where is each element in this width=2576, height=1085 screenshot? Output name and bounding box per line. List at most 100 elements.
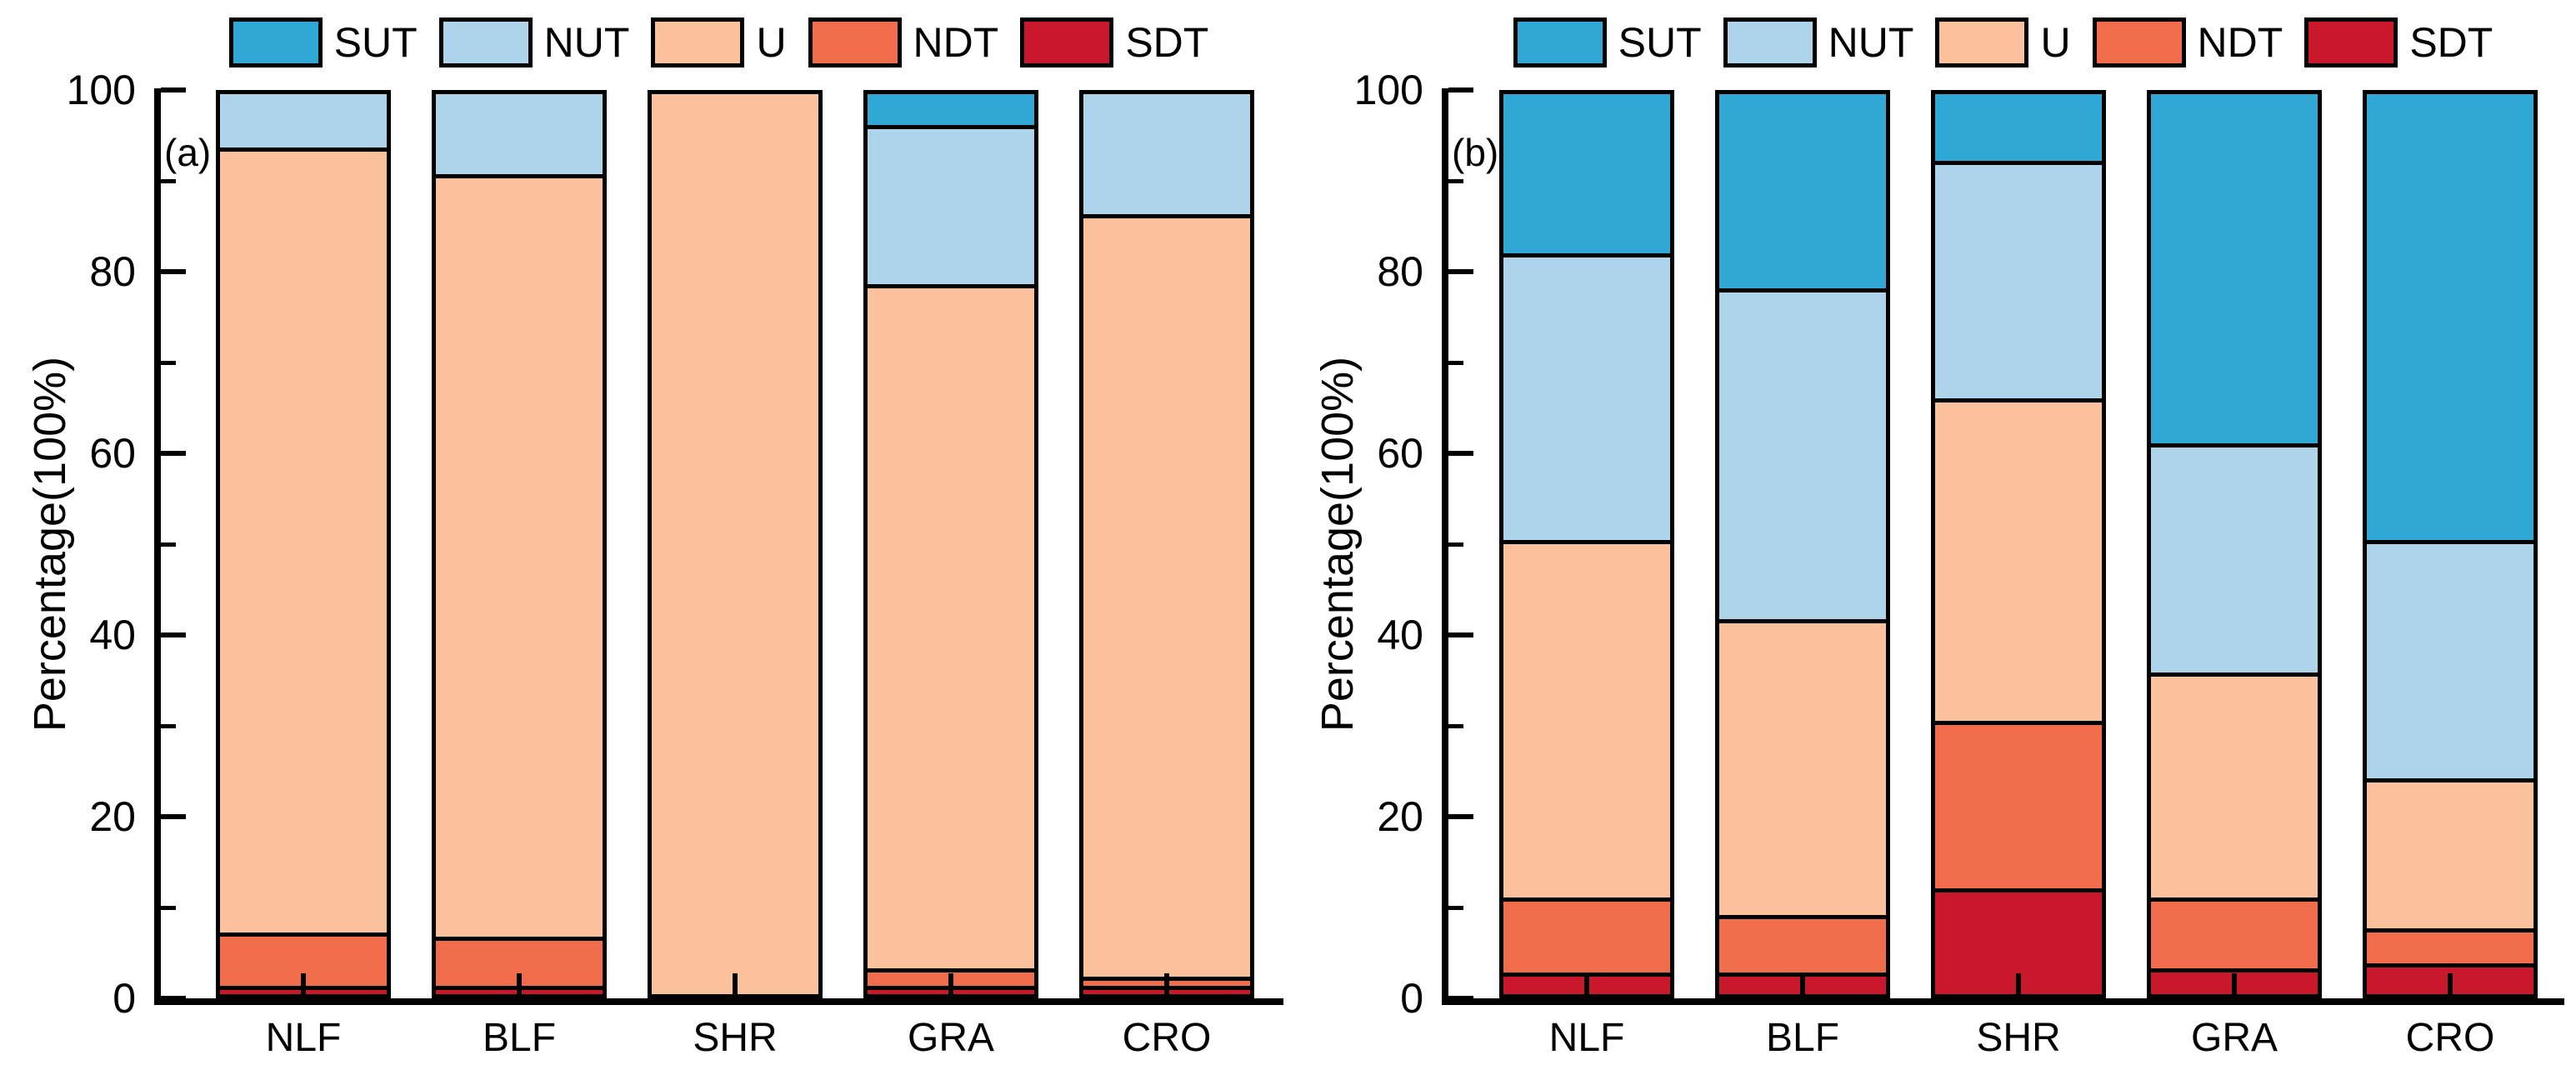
segment-nut: [1719, 288, 1886, 620]
segment-u: [1719, 619, 1886, 916]
y-major-tick: [1448, 269, 1473, 274]
y-tick-label: 20: [89, 793, 136, 840]
panel-label: (b): [1452, 131, 1499, 174]
y-tick-label: 40: [1377, 612, 1423, 658]
legend-swatch-sdt: [1020, 18, 1114, 68]
segment-sut: [1935, 94, 2102, 161]
x-tick: [2448, 973, 2453, 998]
legend-swatch-sdt: [2304, 18, 2398, 68]
legend-label-ndt: NDT: [913, 19, 999, 66]
legend-swatch-u: [1935, 18, 2029, 68]
y-minor-tick: [161, 723, 176, 728]
y-tick-label: 80: [1377, 248, 1423, 295]
legend-label-u: U: [756, 19, 787, 66]
legend-label-ndt: NDT: [2197, 19, 2283, 66]
category-label-shr: SHR: [693, 1016, 778, 1060]
y-tick-label: 100: [1353, 67, 1423, 113]
x-tick: [948, 973, 953, 998]
legend-swatch-nut: [438, 18, 533, 68]
legend-swatch-nut: [1723, 18, 1817, 68]
y-tick-label: 80: [89, 248, 136, 295]
y-tick-label: 60: [89, 430, 136, 477]
category-label-nlf: NLF: [1548, 1016, 1625, 1060]
y-minor-tick: [161, 178, 176, 183]
segment-sut: [2151, 94, 2318, 443]
x-tick: [2232, 973, 2237, 998]
x-axis-line: [154, 998, 1283, 1005]
stacked-bar-nlf: [1499, 90, 1674, 998]
legend: SUT NUT U NDT SDT: [1442, 13, 2564, 72]
x-tick: [1800, 973, 1805, 998]
stacked-bar-cro: [1079, 90, 1254, 998]
y-major-tick: [1448, 88, 1473, 92]
segment-u: [2151, 672, 2318, 898]
x-tick: [1164, 973, 1169, 998]
legend-item-u: U: [1935, 18, 2071, 68]
y-minor-tick: [1448, 542, 1463, 547]
legend-label-sdt: SDT: [2409, 19, 2493, 66]
y-tick-label: 20: [1377, 793, 1423, 840]
y-major-tick: [161, 451, 186, 456]
category-label-shr: SHR: [1976, 1016, 2061, 1060]
segment-nut: [1935, 160, 2102, 399]
legend-item-sut: SUT: [228, 18, 418, 68]
legend-label-u: U: [2040, 19, 2071, 66]
stacked-bar-gra: [863, 90, 1038, 998]
y-minor-tick: [161, 542, 176, 547]
segment-sut: [1503, 94, 1670, 253]
legend-label-sut: SUT: [1618, 19, 1702, 66]
x-tick: [733, 973, 738, 998]
legend-swatch-u: [651, 18, 745, 68]
segment-u: [1935, 398, 2102, 721]
category-label-blf: BLF: [482, 1016, 557, 1060]
y-major-tick: [161, 632, 186, 638]
y-minor-tick: [161, 905, 176, 910]
segment-nut: [1503, 252, 1670, 540]
legend-swatch-ndt: [2092, 18, 2186, 68]
segment-nut: [868, 125, 1034, 284]
stacked-bar-blf: [1715, 90, 1890, 998]
segment-sut: [2367, 94, 2533, 541]
x-tick: [2016, 973, 2021, 998]
legend: SUT NUT U NDT SDT: [154, 13, 1283, 72]
legend-item-ndt: NDT: [2092, 18, 2283, 68]
segment-nut: [2367, 540, 2533, 779]
legend-item-sut: SUT: [1513, 18, 1702, 68]
legend-label-sut: SUT: [333, 19, 418, 66]
segment-u: [652, 94, 818, 994]
segment-u: [220, 147, 387, 933]
y-major-tick: [1448, 632, 1473, 638]
y-tick-label: 0: [113, 975, 136, 1022]
stacked-bar-shr: [648, 90, 823, 998]
legend-swatch-sut: [1513, 18, 1607, 68]
category-label-gra: GRA: [2190, 1016, 2278, 1060]
panel-label: (a): [164, 131, 212, 174]
segment-u: [1503, 540, 1670, 898]
y-major-tick: [1448, 996, 1473, 1001]
y-major-tick: [161, 88, 186, 92]
segment-ndt: [2367, 928, 2533, 964]
category-label-nlf: NLF: [265, 1016, 342, 1060]
y-major-tick: [161, 996, 186, 1001]
stacked-bar-cro: [2363, 90, 2538, 998]
legend-label-nut: NUT: [1828, 19, 1914, 66]
y-tick-label: 100: [66, 67, 136, 113]
stacked-bar-blf: [432, 90, 607, 998]
segment-u: [1083, 213, 1250, 978]
legend-label-sdt: SDT: [1125, 19, 1209, 66]
stacked-bar-gra: [2147, 90, 2322, 998]
y-major-tick: [1448, 451, 1473, 456]
segment-nut: [1083, 94, 1250, 214]
y-major-tick: [1448, 814, 1473, 819]
y-minor-tick: [1448, 723, 1463, 728]
category-label-cro: CRO: [2405, 1016, 2495, 1060]
segment-sut: [1719, 94, 1886, 289]
legend-label-nut: NUT: [543, 19, 630, 66]
stacked-bar-nlf: [216, 90, 391, 998]
y-axis-spine: [1442, 88, 1448, 1005]
legend-swatch-ndt: [808, 18, 902, 68]
segment-sut: [868, 94, 1034, 126]
segment-nut: [220, 94, 387, 148]
segment-u: [436, 173, 603, 938]
